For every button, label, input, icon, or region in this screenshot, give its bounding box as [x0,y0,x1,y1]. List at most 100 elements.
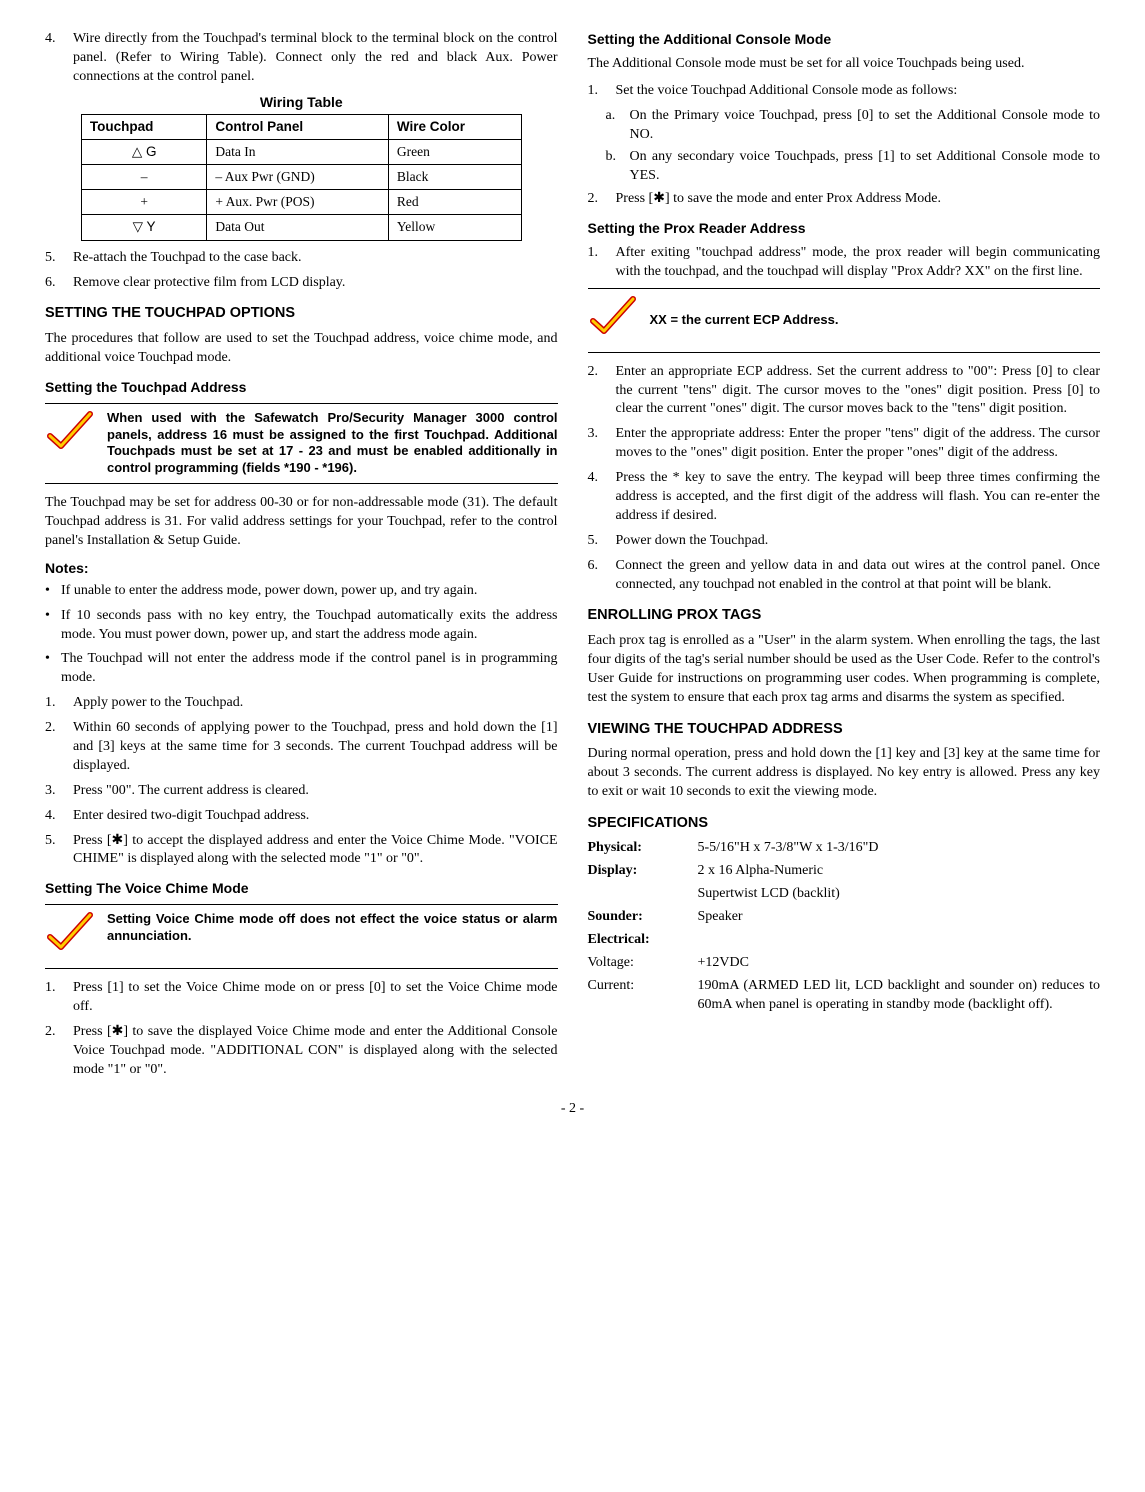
bullet-item: •The Touchpad will not enter the address… [45,650,558,688]
step-p6: 6.Connect the green and yellow data in a… [588,557,1101,595]
checkmark-icon [45,410,97,461]
bullet-text: If 10 seconds pass with no key entry, th… [61,607,558,645]
step-num: 6. [45,274,73,293]
substep-num: a. [606,107,630,145]
bullet-dot: • [45,650,61,688]
table-row: + + Aux. Pwr (POS) Red [81,190,521,215]
spec-value: Supertwist LCD (backlit) [698,885,1101,904]
cell: Data In [207,139,388,164]
step-p3: 3.Enter the appropriate address: Enter t… [588,425,1101,463]
bullet-item: •If 10 seconds pass with no key entry, t… [45,607,558,645]
substep-text: On the Primary voice Touchpad, press [0]… [630,107,1101,145]
cell: ▽ Y [81,215,207,240]
callout-text: XX = the current ECP Address. [650,312,1101,329]
step-v1: 1.Press [1] to set the Voice Chime mode … [45,979,558,1017]
step-num: 2. [588,190,616,209]
step-num: 4. [45,30,73,87]
bullet-dot: • [45,607,61,645]
step-num: 1. [45,694,73,713]
step-text: Press [1] to set the Voice Chime mode on… [73,979,558,1017]
step-text: Enter desired two-digit Touchpad address… [73,807,558,826]
step-4b: 4.Enter desired two-digit Touchpad addre… [45,807,558,826]
step-text: Press [✱] to accept the displayed addres… [73,832,558,870]
step-num: 2. [588,363,616,420]
step-1: 1.Apply power to the Touchpad. [45,694,558,713]
step-text: Press "00". The current address is clear… [73,782,558,801]
step-text: Set the voice Touchpad Additional Consol… [616,82,1101,101]
step-p2: 2.Enter an appropriate ECP address. Set … [588,363,1101,420]
section-heading: VIEWING THE TOUCHPAD ADDRESS [588,720,1101,740]
step-text: Enter an appropriate ECP address. Set th… [616,363,1101,420]
substep-text: On any secondary voice Touchpads, press … [630,148,1101,186]
spec-physical: Physical: 5-5/16"H x 7-3/8"W x 1-3/16"D [588,839,1101,858]
table-row: △ G Data In Green [81,139,521,164]
th-wire-color: Wire Color [388,114,521,139]
cell: △ G [81,139,207,164]
page-number: - 2 - [45,1100,1100,1119]
page-columns: 4. Wire directly from the Touchpad's ter… [45,30,1100,1086]
step-3: 3.Press "00". The current address is cle… [45,782,558,801]
table-header-row: Touchpad Control Panel Wire Color [81,114,521,139]
callout-box: XX = the current ECP Address. [588,288,1101,353]
bullet-dot: • [45,582,61,601]
step-p4: 4.Press the * key to save the entry. The… [588,469,1101,526]
step-num: 5. [45,832,73,870]
spec-label: Electrical: [588,931,698,950]
cell: + Aux. Pwr (POS) [207,190,388,215]
wiring-table: Touchpad Control Panel Wire Color △ G Da… [81,114,522,241]
bullet-item: •If unable to enter the address mode, po… [45,582,558,601]
checkmark-icon [45,911,97,962]
spec-label: Voltage: [588,954,698,973]
step-num: 3. [588,425,616,463]
step-num: 5. [45,249,73,268]
table-row: – – Aux Pwr (GND) Black [81,165,521,190]
paragraph: The Touchpad may be set for address 00-3… [45,494,558,551]
step-text: Re-attach the Touchpad to the case back. [73,249,558,268]
step-5: 5. Re-attach the Touchpad to the case ba… [45,249,558,268]
wiring-table-title: Wiring Table [45,93,558,112]
spec-voltage: Voltage: +12VDC [588,954,1101,973]
substep-num: b. [606,148,630,186]
step-num: 6. [588,557,616,595]
section-heading: ENROLLING PROX TAGS [588,606,1101,626]
step-num: 4. [588,469,616,526]
left-column: 4. Wire directly from the Touchpad's ter… [45,30,558,1086]
subsection-heading: Setting the Touchpad Address [45,378,558,397]
step-num: 2. [45,719,73,776]
th-control-panel: Control Panel [207,114,388,139]
checkmark-icon [588,295,640,346]
bullet-text: The Touchpad will not enter the address … [61,650,558,688]
section-heading: SETTING THE TOUCHPAD OPTIONS [45,304,558,324]
cell: Yellow [388,215,521,240]
spec-display: Display: 2 x 16 Alpha-Numeric [588,862,1101,881]
step-c2: 2.Press [✱] to save the mode and enter P… [588,190,1101,209]
subsection-heading: Setting The Voice Chime Mode [45,879,558,898]
cell: Data Out [207,215,388,240]
step-6: 6. Remove clear protective film from LCD… [45,274,558,293]
spec-current: Current: 190mA (ARMED LED lit, LCD backl… [588,977,1101,1015]
paragraph: The Additional Console mode must be set … [588,55,1101,74]
callout-box: When used with the Safewatch Pro/Securit… [45,403,558,485]
step-p5: 5.Power down the Touchpad. [588,532,1101,551]
step-text: Press [✱] to save the mode and enter Pro… [616,190,1101,209]
step-text: Wire directly from the Touchpad's termin… [73,30,558,87]
step-num: 1. [45,979,73,1017]
section-heading: SPECIFICATIONS [588,814,1101,834]
spec-value: +12VDC [698,954,1101,973]
paragraph: Each prox tag is enrolled as a "User" in… [588,632,1101,708]
spec-label: Display: [588,862,698,881]
spec-display2: Supertwist LCD (backlit) [588,885,1101,904]
step-text: Press the * key to save the entry. The k… [616,469,1101,526]
step-text: Enter the appropriate address: Enter the… [616,425,1101,463]
step-num: 1. [588,82,616,101]
callout-text: Setting Voice Chime mode off does not ef… [107,911,558,945]
paragraph: During normal operation, press and hold … [588,745,1101,802]
spec-label: Physical: [588,839,698,858]
step-num: 1. [588,244,616,282]
step-text: Apply power to the Touchpad. [73,694,558,713]
step-num: 5. [588,532,616,551]
cell: + [81,190,207,215]
spec-label: Current: [588,977,698,1015]
step-v2: 2.Press [✱] to save the displayed Voice … [45,1023,558,1080]
step-2: 2.Within 60 seconds of applying power to… [45,719,558,776]
